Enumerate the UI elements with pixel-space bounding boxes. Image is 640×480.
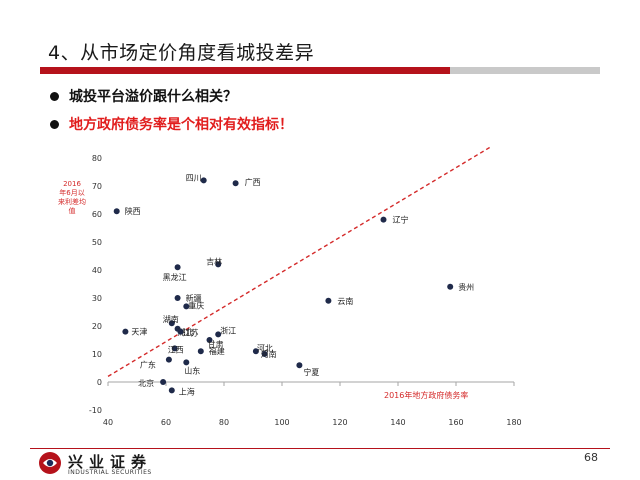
- data-point: [296, 362, 303, 369]
- x-tick-label: 140: [390, 418, 405, 427]
- data-point: [171, 345, 178, 352]
- point-label: 甘肃: [208, 339, 224, 349]
- x-tick-label: 60: [161, 418, 171, 427]
- y-tick-label: 0: [97, 378, 102, 387]
- data-point: [215, 261, 222, 268]
- bullet-dot-icon: [50, 91, 59, 101]
- data-point: [183, 303, 190, 310]
- point-label: 黑龙江: [163, 272, 187, 282]
- point-label: 湖南: [163, 314, 179, 324]
- y-tick-label: 70: [92, 182, 102, 191]
- x-tick-label: 100: [274, 418, 289, 427]
- point-label: 重庆: [188, 300, 204, 310]
- point-label: 贵州: [458, 282, 474, 292]
- data-point: [165, 356, 172, 363]
- point-label: 上海: [179, 386, 195, 396]
- data-point: [252, 348, 259, 355]
- y-tick-label: 80: [92, 154, 102, 163]
- bullet-1-text: 城投平台溢价跟什么相关？: [69, 89, 237, 105]
- data-point: [215, 331, 222, 338]
- title-underline: [40, 67, 600, 74]
- data-point: [113, 208, 120, 215]
- x-tick-label: 80: [219, 418, 229, 427]
- y-axis-label-line: 年6月以: [59, 188, 84, 197]
- logo-mark-icon: [39, 452, 61, 474]
- point-label: 江西: [168, 345, 184, 354]
- slide-title: 4、从市场定价角度看城投差异: [48, 42, 315, 64]
- company-logo: 兴业证券 INDUSTRIAL SECURITIES: [38, 450, 188, 478]
- data-point: [232, 180, 239, 187]
- point-label: 宁夏: [303, 367, 319, 377]
- data-point: [261, 351, 268, 357]
- point-label: 吉林: [206, 256, 222, 266]
- logo-name-en: INDUSTRIAL SECURITIES: [68, 469, 152, 476]
- title-underline-grey: [450, 67, 600, 74]
- point-label: 山东: [184, 365, 200, 375]
- data-point: [447, 283, 454, 290]
- y-tick-label: 40: [92, 266, 102, 275]
- point-label: 北京: [138, 378, 154, 388]
- x-axis-label: 2016年地方政府债务率: [384, 390, 468, 400]
- point-label: 福建: [209, 346, 225, 356]
- data-point: [168, 387, 175, 394]
- point-label: 辽宁: [393, 215, 409, 225]
- data-point: [200, 177, 207, 184]
- y-axis-label-line: 值: [69, 206, 76, 215]
- logo-name-cn: 兴业证券: [68, 453, 153, 471]
- x-tick-label: 160: [448, 418, 463, 427]
- point-label: 陕西: [125, 206, 141, 216]
- point-label: 广西: [245, 177, 261, 187]
- bullet-1: 城投平台溢价跟什么相关？: [50, 86, 237, 106]
- chart-axes: 40 60 80 100 120 140 160 180 -10 0 10 20 30 40 50 60 70 8…: [89, 154, 522, 427]
- data-point: [177, 328, 184, 335]
- point-label: 新疆: [186, 293, 202, 303]
- point-label: 湖北: [178, 328, 194, 337]
- page-number: 68: [584, 451, 598, 464]
- y-tick-label: 30: [92, 294, 102, 303]
- x-tick-label: 120: [332, 418, 347, 427]
- data-point: [380, 216, 387, 223]
- footer-divider: [30, 448, 610, 449]
- point-label: 四川: [186, 173, 202, 182]
- point-label: 天津: [131, 327, 147, 337]
- point-label: 江苏: [183, 328, 199, 338]
- data-point: [197, 348, 204, 355]
- bullet-dot-icon: [50, 119, 59, 129]
- data-point: [325, 297, 332, 304]
- y-axis-label: 2016 年6月以来利差均值: [58, 180, 86, 215]
- bullet-2: 地方政府债务率是个相对有效指标！: [50, 114, 293, 134]
- bullet-2-text: 地方政府债务率是个相对有效指标！: [69, 117, 293, 133]
- y-tick-label: 60: [92, 210, 102, 219]
- data-point: [206, 337, 213, 343]
- data-point: [160, 379, 167, 385]
- title-underline-red: [40, 67, 450, 74]
- y-axis-label-line: 来利差均: [58, 197, 86, 206]
- point-label: 浙江: [220, 325, 236, 335]
- trend-line: [107, 146, 492, 378]
- data-point: [183, 359, 190, 366]
- data-point: [122, 328, 129, 335]
- data-point: [174, 295, 181, 301]
- data-point: [174, 264, 181, 271]
- point-label: 云南: [337, 296, 353, 306]
- y-tick-label: 20: [92, 322, 102, 331]
- data-point: [168, 320, 175, 327]
- point-label: 河南: [261, 349, 277, 359]
- y-axis-label-line: 2016: [63, 180, 81, 188]
- y-tick-label: 50: [92, 238, 102, 247]
- y-tick-label: 10: [92, 350, 102, 359]
- x-tick-label: 180: [506, 418, 521, 427]
- x-tick-label: 40: [103, 418, 113, 427]
- point-label: 广东: [140, 360, 156, 370]
- y-tick-label: -10: [89, 406, 102, 415]
- point-label: 河北: [257, 343, 273, 353]
